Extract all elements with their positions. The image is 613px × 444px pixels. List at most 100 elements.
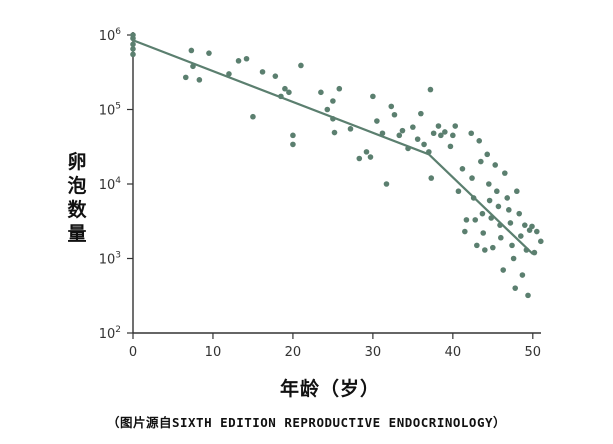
data-point [278,93,284,100]
x-tick-label: 20 [285,345,302,360]
data-point [430,130,437,137]
x-tick-label: 50 [525,345,542,360]
data-point [324,106,331,113]
data-point [482,247,488,253]
data-point [492,162,499,168]
data-point [514,188,520,195]
data-point [196,77,203,83]
y-tick-label: 104 [99,176,122,193]
data-point [286,89,292,96]
data-point [523,247,530,253]
data-point [468,130,475,137]
data-point [510,255,517,262]
data-point [383,181,390,187]
data-point [495,203,502,210]
data-point [272,73,279,79]
data-point [435,123,442,129]
data-point [130,35,136,42]
x-tick-label: 40 [445,345,462,360]
data-point [130,51,136,58]
data-point [474,242,480,249]
y-axis-label-char: 泡 [67,175,87,197]
data-point [391,111,398,118]
data-point [405,145,411,152]
data-point [428,175,435,181]
data-point [414,136,421,142]
data-point [469,175,475,181]
data-point [399,127,406,134]
data-point [463,217,470,223]
data-point [250,113,256,120]
data-point [479,210,486,217]
y-tick-label: 102 [99,325,121,342]
data-point [490,244,496,251]
data-point [259,69,266,75]
data-point [459,165,466,172]
data-point [507,220,514,226]
data-point [421,141,427,148]
data-point [500,267,507,273]
data-point [450,132,456,139]
data-point [533,228,540,235]
data-point [130,46,136,52]
data-point [525,292,531,299]
data-point [462,228,468,235]
data-point [418,110,424,117]
data-point [188,47,195,54]
x-tick-label: 10 [205,345,222,360]
data-point [470,195,477,201]
data-point [452,123,459,129]
x-axis-label: 年龄（岁） [280,378,381,400]
data-point [509,242,515,249]
data-point [206,50,212,56]
data-point [182,74,189,81]
data-point [290,141,296,148]
data-point [537,238,544,245]
data-point [190,63,196,70]
y-axis-label-char: 卵 [67,151,87,173]
data-point [502,170,508,176]
data-point [243,55,250,62]
data-point [476,138,483,144]
data-point [484,151,491,158]
data-point [504,195,511,201]
y-tick-label: 105 [99,102,121,119]
trend-line [132,39,534,255]
y-tick-label: 103 [99,251,121,268]
data-point [363,149,370,155]
source-caption: （图片源自SIXTH EDITION REPRODUCTIVE ENDOCRIN… [106,415,507,430]
data-point [455,188,462,195]
data-point [438,132,444,139]
data-point [442,129,448,135]
data-point [367,154,374,160]
data-point [497,222,503,228]
data-point [519,272,526,278]
data-point [410,124,416,130]
data-point [226,71,232,77]
data-point [427,86,434,93]
data-point [486,181,492,187]
data-point [472,217,479,223]
y-tick-label: 106 [99,27,122,44]
data-point [518,233,524,239]
data-point [531,249,538,256]
data-point [494,188,500,195]
data-point [130,41,136,48]
data-point [447,143,454,150]
data-point [331,129,338,136]
data-point [478,158,484,165]
data-point [486,197,493,204]
data-point [426,149,432,155]
data-point [396,132,403,139]
y-axis-label: 卵泡数量 [60,150,94,246]
data-point [330,98,336,104]
x-tick-label: 0 [129,345,137,360]
data-point [370,93,376,100]
data-point [347,126,354,132]
data-point [374,118,380,124]
data-point [379,130,386,137]
data-point [522,222,528,228]
data-point [318,89,324,96]
y-axis-label-char: 量 [67,223,87,245]
